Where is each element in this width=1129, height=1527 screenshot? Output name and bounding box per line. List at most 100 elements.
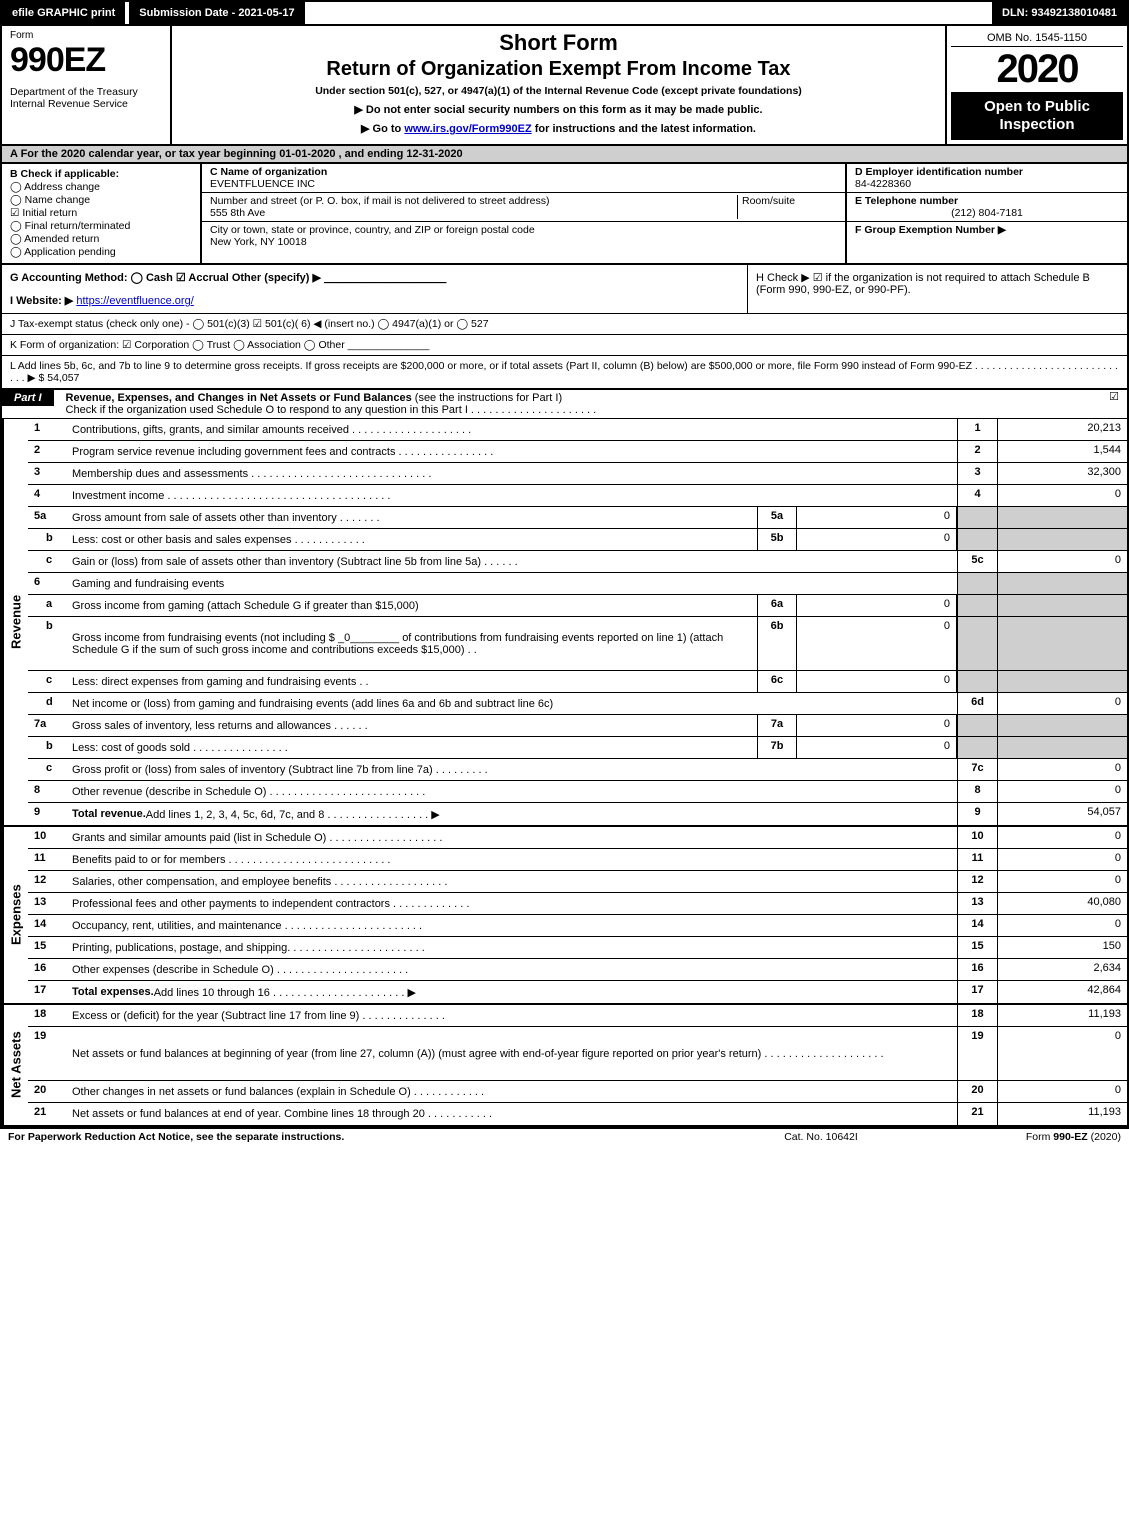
col-c-org: C Name of organization EVENTFLUENCE INC …	[202, 164, 847, 263]
right-line-val: 54,057	[997, 803, 1127, 825]
right-line-num	[957, 529, 997, 550]
line-desc: Less: cost of goods sold . . . . . . . .…	[68, 737, 757, 758]
right-line-num: 21	[957, 1103, 997, 1125]
goto-line: ▶ Go to www.irs.gov/Form990EZ for instru…	[180, 122, 937, 135]
right-line-val: 42,864	[997, 981, 1127, 1003]
revenue-side-label: Revenue	[2, 419, 28, 825]
line-desc: Grants and similar amounts paid (list in…	[68, 827, 957, 848]
mid-line-num: 7a	[757, 715, 797, 736]
org-name: EVENTFLUENCE INC	[210, 178, 315, 190]
line-desc: Program service revenue including govern…	[68, 441, 957, 462]
mid-line-val: 0	[797, 507, 957, 528]
line-desc: Benefits paid to or for members . . . . …	[68, 849, 957, 870]
right-line-val: 32,300	[997, 463, 1127, 484]
form-header: Form 990EZ Department of the Treasury In…	[2, 26, 1127, 146]
line-num: a	[28, 595, 68, 616]
line-num: 9	[28, 803, 68, 825]
line-9: 9Total revenue. Add lines 1, 2, 3, 4, 5c…	[28, 803, 1127, 825]
right-line-num: 19	[957, 1027, 997, 1080]
checkbox-name-change[interactable]: ◯ Name change	[10, 194, 188, 206]
right-line-val: 40,080	[997, 893, 1127, 914]
form-code: 990EZ	[10, 41, 162, 80]
line-desc: Net assets or fund balances at end of ye…	[68, 1103, 957, 1125]
street: 555 8th Ave	[210, 207, 265, 219]
part1-checkbox[interactable]: ☑	[1097, 390, 1127, 403]
checkbox-initial-return[interactable]: ☑ Initial return	[10, 207, 188, 219]
right-line-val: 0	[997, 1027, 1127, 1080]
street-label: Number and street (or P. O. box, if mail…	[210, 195, 549, 207]
tax-year: 2020	[951, 47, 1123, 92]
line-c: cLess: direct expenses from gaming and f…	[28, 671, 1127, 693]
checkbox-amended-return[interactable]: ◯ Amended return	[10, 233, 188, 245]
line-num: 4	[28, 485, 68, 506]
right-line-num	[957, 617, 997, 670]
right-line-val: 150	[997, 937, 1127, 958]
row-l-gross-receipts: L Add lines 5b, 6c, and 7b to line 9 to …	[2, 356, 1127, 390]
line-desc: Gross amount from sale of assets other t…	[68, 507, 757, 528]
col-def: D Employer identification number 84-4228…	[847, 164, 1127, 263]
dln: DLN: 93492138010481	[992, 2, 1127, 24]
line-desc: Other revenue (describe in Schedule O) .…	[68, 781, 957, 802]
dept-treasury: Department of the Treasury Internal Reve…	[10, 86, 162, 110]
line-d: dNet income or (loss) from gaming and fu…	[28, 693, 1127, 715]
right-line-val: 20,213	[997, 419, 1127, 440]
irs-link[interactable]: www.irs.gov/Form990EZ	[404, 123, 531, 135]
tel-label: E Telephone number	[855, 195, 958, 207]
right-line-val: 0	[997, 827, 1127, 848]
website-link[interactable]: https://eventfluence.org/	[76, 295, 193, 307]
part1-desc-rest: (see the instructions for Part I)	[415, 392, 562, 404]
right-line-val: 11,193	[997, 1005, 1127, 1026]
line-3: 3Membership dues and assessments . . . .…	[28, 463, 1127, 485]
line-desc: Gaming and fundraising events	[68, 573, 957, 594]
right-line-num: 18	[957, 1005, 997, 1026]
row-j-exempt-status: J Tax-exempt status (check only one) - ◯…	[2, 314, 1127, 335]
right-line-num: 3	[957, 463, 997, 484]
line-desc: Other changes in net assets or fund bala…	[68, 1081, 957, 1102]
part1-label: Part I	[2, 390, 54, 406]
line-6: 6Gaming and fundraising events	[28, 573, 1127, 595]
checkbox-application-pending[interactable]: ◯ Application pending	[10, 246, 188, 258]
mid-line-val: 0	[797, 617, 957, 670]
city-label: City or town, state or province, country…	[210, 224, 535, 236]
right-line-num: 16	[957, 959, 997, 980]
checkbox-address-change[interactable]: ◯ Address change	[10, 181, 188, 193]
expenses-side-label: Expenses	[2, 827, 28, 1003]
ssn-warning: ▶ Do not enter social security numbers o…	[180, 103, 937, 116]
line-12: 12Salaries, other compensation, and empl…	[28, 871, 1127, 893]
line-desc: Net assets or fund balances at beginning…	[68, 1027, 957, 1080]
line-num: d	[28, 693, 68, 714]
right-line-num: 12	[957, 871, 997, 892]
footer-catno: Cat. No. 10642I	[721, 1131, 921, 1143]
line-c: cGross profit or (loss) from sales of in…	[28, 759, 1127, 781]
line-num: 17	[28, 981, 68, 1003]
right-line-val	[997, 507, 1127, 528]
line-desc: Total revenue. Add lines 1, 2, 3, 4, 5c,…	[68, 803, 957, 825]
mid-line-num: 7b	[757, 737, 797, 758]
right-line-val	[997, 573, 1127, 594]
line-num: c	[28, 759, 68, 780]
line-num: 2	[28, 441, 68, 462]
mid-line-num: 6c	[757, 671, 797, 692]
room-suite-label: Room/suite	[737, 195, 837, 219]
accounting-other-line: ____________________	[324, 272, 446, 284]
efile-print-button[interactable]: efile GRAPHIC print	[2, 2, 125, 24]
right-line-num	[957, 595, 997, 616]
right-line-num: 17	[957, 981, 997, 1003]
accounting-method: G Accounting Method: ◯ Cash ☑ Accrual Ot…	[10, 272, 321, 284]
line-20: 20Other changes in net assets or fund ba…	[28, 1081, 1127, 1103]
line-b: bLess: cost or other basis and sales exp…	[28, 529, 1127, 551]
right-line-val: 2,634	[997, 959, 1127, 980]
checkbox-final-return-terminated[interactable]: ◯ Final return/terminated	[10, 220, 188, 232]
line-desc: Gross sales of inventory, less returns a…	[68, 715, 757, 736]
line-desc: Gross income from gaming (attach Schedul…	[68, 595, 757, 616]
row-k-org-form: K Form of organization: ☑ Corporation ◯ …	[2, 335, 1127, 356]
open-public: Open to Public Inspection	[951, 92, 1123, 140]
line-desc: Professional fees and other payments to …	[68, 893, 957, 914]
line-10: 10Grants and similar amounts paid (list …	[28, 827, 1127, 849]
line-5a: 5aGross amount from sale of assets other…	[28, 507, 1127, 529]
netassets-section: Net Assets 18Excess or (deficit) for the…	[2, 1005, 1127, 1127]
line-b: bLess: cost of goods sold . . . . . . . …	[28, 737, 1127, 759]
title-short-form: Short Form	[180, 30, 937, 56]
line-num: 11	[28, 849, 68, 870]
line-num: 19	[28, 1027, 68, 1080]
